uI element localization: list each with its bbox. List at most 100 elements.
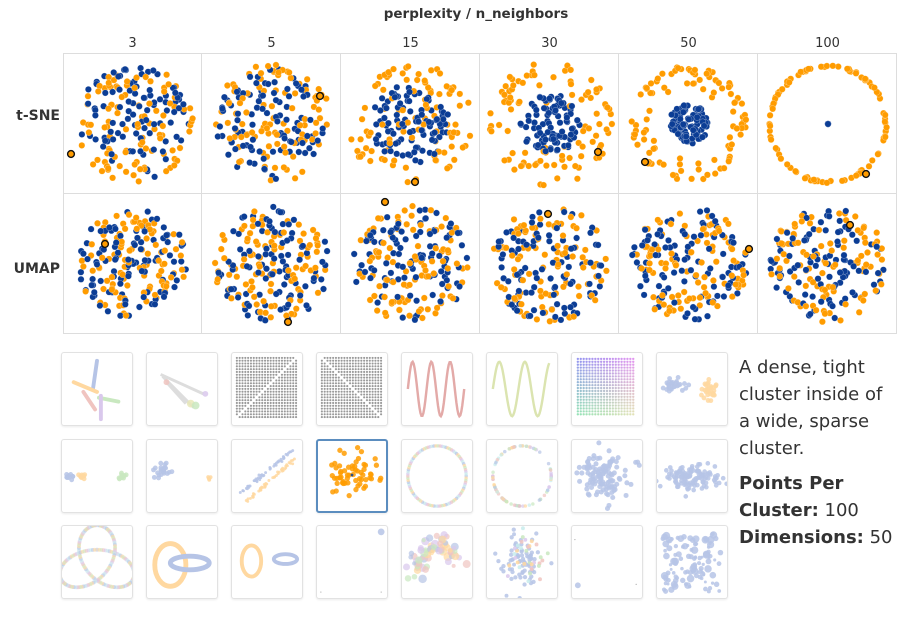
dataset-thumbnail-sine-red[interactable] — [401, 352, 473, 426]
point-outer-cluster — [851, 213, 859, 220]
point-outer-cluster — [812, 306, 820, 314]
point-inner-cluster — [444, 111, 452, 118]
dataset-thumbnail-color-grid[interactable] — [571, 352, 643, 426]
highlighted-point — [845, 220, 855, 230]
point-outer-cluster — [646, 260, 653, 267]
dataset-thumbnail-nested-clusters[interactable] — [316, 439, 388, 513]
point-outer-cluster — [459, 144, 467, 151]
point-outer-cluster — [521, 149, 529, 157]
point-inner-cluster — [255, 253, 262, 260]
dataset-thumbnail-sparse-corners[interactable] — [571, 525, 643, 599]
point-outer-cluster — [122, 148, 129, 156]
point-outer-cluster — [500, 91, 508, 99]
point-inner-cluster — [255, 97, 263, 105]
point-inner-cluster — [536, 221, 544, 228]
point-inner-cluster — [413, 297, 421, 305]
point-inner-cluster — [298, 86, 305, 94]
point-inner-cluster — [545, 109, 553, 117]
point-inner-cluster — [513, 307, 521, 315]
point-inner-cluster — [410, 148, 418, 156]
dataset-thumbnail-trefoil-knot[interactable] — [61, 525, 133, 599]
point-inner-cluster — [855, 267, 863, 275]
point-inner-cluster — [708, 212, 716, 220]
point-inner-cluster — [269, 148, 277, 156]
point-outer-cluster — [252, 63, 260, 71]
point-inner-cluster — [167, 119, 175, 127]
point-outer-cluster — [654, 246, 662, 253]
point-outer-cluster — [100, 285, 107, 293]
point-inner-cluster — [568, 102, 576, 110]
point-outer-cluster — [439, 257, 447, 265]
point-outer-cluster — [561, 163, 568, 171]
point-outer-cluster — [881, 111, 889, 119]
embedding-grid — [63, 53, 897, 334]
point-outer-cluster — [696, 294, 704, 302]
dataset-thumbnail-circle-random[interactable] — [486, 439, 558, 513]
point-outer-cluster — [280, 229, 288, 236]
point-inner-cluster — [137, 238, 145, 246]
dataset-thumbnail-sine-green[interactable] — [486, 352, 558, 426]
dataset-thumbnail-gaussian-cloud-elongated[interactable] — [656, 439, 728, 513]
point-outer-cluster — [292, 264, 300, 272]
highlighted-point — [410, 177, 420, 187]
point-inner-cluster — [280, 281, 288, 288]
point-inner-cluster — [428, 136, 436, 144]
dataset-thumbnail-grid-diagonal-down[interactable] — [316, 352, 388, 426]
dataset-thumbnail-parallel-lines[interactable] — [231, 439, 303, 513]
point-outer-cluster — [411, 253, 419, 260]
dataset-thumbnail-random-jump[interactable] — [486, 525, 558, 599]
point-outer-cluster — [226, 135, 234, 142]
point-inner-cluster — [597, 262, 605, 270]
dataset-thumbnail-star[interactable] — [61, 352, 133, 426]
point-inner-cluster — [526, 312, 534, 320]
point-outer-cluster — [432, 244, 440, 252]
dataset-thumbnail-circle-evenly-spaced[interactable] — [401, 439, 473, 513]
point-inner-cluster — [372, 135, 380, 143]
point-inner-cluster — [362, 237, 370, 245]
point-outer-cluster — [660, 161, 667, 169]
point-outer-cluster — [121, 225, 129, 233]
point-outer-cluster — [772, 144, 780, 152]
point-outer-cluster — [295, 221, 303, 228]
point-outer-cluster — [837, 317, 844, 324]
point-outer-cluster — [604, 104, 611, 111]
point-inner-cluster — [734, 290, 741, 297]
dataset-thumbnail-corner-outlier[interactable] — [316, 525, 388, 599]
dataset-thumbnail-random-walk[interactable] — [401, 525, 473, 599]
point-inner-cluster — [111, 256, 119, 263]
point-outer-cluster — [778, 85, 786, 93]
dataset-thumbnail-three-clusters[interactable] — [61, 439, 133, 513]
point-outer-cluster — [404, 62, 412, 70]
point-outer-cluster — [315, 85, 323, 93]
point-outer-cluster — [510, 266, 518, 273]
point-outer-cluster — [579, 143, 587, 151]
dataset-thumbnail-linked-clusters[interactable] — [146, 352, 218, 426]
point-inner-cluster — [89, 275, 96, 283]
dataset-thumbnail-gaussian-cloud[interactable] — [571, 439, 643, 513]
point-outer-cluster — [546, 317, 554, 325]
point-outer-cluster — [165, 80, 173, 88]
point-inner-cluster — [426, 242, 434, 250]
dataset-thumbnail-unlinked-rings[interactable] — [231, 525, 303, 599]
point-outer-cluster — [578, 211, 585, 219]
point-outer-cluster — [87, 121, 95, 129]
dataset-thumbnail-two-clusters-far[interactable] — [146, 439, 218, 513]
dataset-thumbnail-two-clusters[interactable] — [656, 352, 728, 426]
point-outer-cluster — [147, 77, 154, 85]
dataset-thumbnail-uniform-random[interactable] — [656, 525, 728, 599]
point-outer-cluster — [810, 253, 817, 260]
dataset-thumbnail-linked-rings[interactable] — [146, 525, 218, 599]
point-outer-cluster — [861, 75, 869, 83]
point-outer-cluster — [303, 75, 311, 83]
point-outer-cluster — [768, 270, 775, 278]
point-outer-cluster — [868, 157, 876, 164]
point-inner-cluster — [802, 266, 810, 274]
point-outer-cluster — [189, 115, 197, 122]
point-outer-cluster — [660, 301, 668, 309]
point-inner-cluster — [505, 293, 513, 301]
point-outer-cluster — [314, 242, 322, 249]
dataset-thumbnail-grid-diagonal-up[interactable] — [231, 352, 303, 426]
point-inner-cluster — [159, 148, 167, 155]
point-outer-cluster — [105, 105, 112, 113]
point-outer-cluster — [430, 270, 438, 277]
